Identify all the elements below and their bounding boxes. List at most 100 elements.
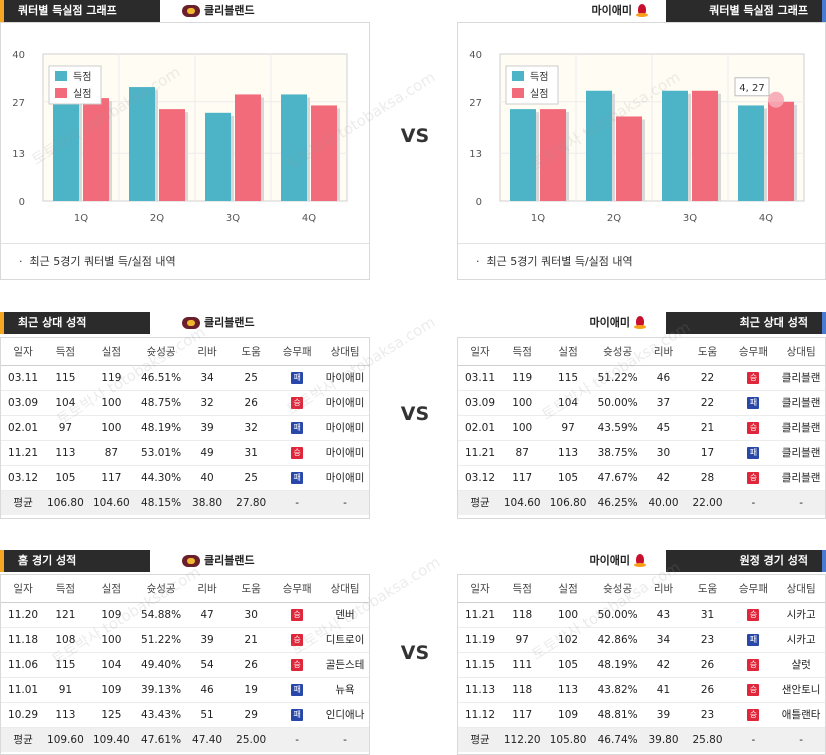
left-recent-title: 최근 상대 성적 [0, 312, 150, 334]
hover-marker [768, 91, 784, 108]
column-header: 실점 [542, 338, 594, 366]
table-cell: 49 [184, 440, 230, 466]
table-cell: 91 [45, 677, 86, 703]
table-cell: 11.01 [1, 677, 46, 703]
score-bar [586, 90, 612, 201]
table-row: 02.01 100 97 43.59% 45 21 승 클리블랜 [458, 415, 825, 441]
result-cell: 승 [729, 365, 778, 391]
vs-label-3: VS [400, 642, 430, 664]
table-cell: 21 [685, 415, 730, 441]
result-cell: 패 [273, 702, 322, 728]
table-cell: 21 [229, 627, 274, 653]
table-cell: 104 [45, 390, 86, 416]
table-cell: 인디애나 [321, 702, 369, 728]
left-home-table-box: 일자 득점 실점 슛성공 리바 도움 승무패 상대팀 11.20 121 109 54.88% 47 30… [0, 574, 370, 755]
left-chart-box: 0 13 27 40 1Q 2Q 3Q 4Q 득점 실점 · 최근 5경기 쿼터별 득/실점 내역 [0, 22, 370, 280]
table-cell: 애틀랜타 [777, 702, 825, 728]
y-tick-label: 27 [469, 98, 482, 109]
table-cell: 43.59% [593, 415, 642, 441]
column-header: 득점 [502, 338, 543, 366]
result-cell: 승 [729, 465, 778, 491]
table-cell: 97 [45, 415, 86, 441]
legend-label: 실점 [530, 88, 548, 100]
table-cell: 11.21 [458, 602, 503, 628]
column-header: 슛성공 [137, 338, 185, 366]
table-cell: 26 [229, 652, 274, 678]
table-row: 03.09 104 100 48.75% 32 26 승 마이애미 [1, 390, 369, 416]
table-cell: 109 [542, 702, 594, 728]
table-cell: 클리블랜 [777, 465, 825, 491]
y-tick-label: 40 [12, 50, 25, 61]
table-cell: 42.86% [593, 627, 642, 653]
right-away-team: 마이애미 [590, 550, 646, 572]
column-header: 슛성공 [593, 575, 642, 603]
column-header: 승무패 [273, 575, 322, 603]
table-cell: 31 [229, 440, 274, 466]
table-row: 11.18 108 100 51.22% 39 21 승 디트로이 [1, 627, 369, 653]
win-badge: 승 [747, 709, 760, 721]
table-cell: 111 [502, 652, 543, 678]
table-cell: 117 [502, 702, 543, 728]
table-cell: 54 [184, 652, 230, 678]
table-cell: 50.00% [593, 602, 642, 628]
table-cell: 119 [502, 365, 543, 391]
win-badge: 승 [747, 372, 760, 384]
result-cell: 승 [729, 415, 778, 441]
heat-logo-icon [634, 316, 646, 330]
table-cell: 105 [542, 465, 594, 491]
result-cell: 패 [273, 465, 322, 491]
column-header: 일자 [1, 575, 46, 603]
left-recent-team: 클리블랜드 [182, 312, 255, 334]
right-chart-title: 쿼터별 득실점 그래프 [666, 0, 826, 22]
score-bar [662, 90, 688, 201]
average-cell: 평균 [1, 490, 46, 515]
column-header: 승무패 [273, 338, 322, 366]
cavaliers-logo-icon [182, 317, 200, 329]
y-tick-label: 13 [469, 149, 482, 160]
table-cell: 11.20 [1, 602, 46, 628]
table-cell: 118 [502, 677, 543, 703]
table-cell: 25 [229, 365, 274, 391]
average-cell: 112.20 [502, 727, 543, 752]
table-cell: 마이애미 [321, 465, 369, 491]
table-row: 11.13 118 113 43.82% 41 26 승 샌안토니 [458, 677, 825, 703]
table-cell: 23 [685, 702, 730, 728]
table-cell: 32 [229, 415, 274, 441]
table-cell: 32 [184, 390, 230, 416]
table-cell: 클리블랜 [777, 365, 825, 391]
table-cell: 117 [502, 465, 543, 491]
table-cell: 클리블랜 [777, 440, 825, 466]
right-chart-box: 0 13 27 40 1Q 2Q 3Q 4Q 득점 실점 4, 27 · 최근 5경기 쿼터별 득/… [457, 22, 826, 280]
table-cell: 125 [85, 702, 138, 728]
x-tick-label: 1Q [74, 213, 88, 224]
right-recent-header: 최근 상대 성적 마이애미 [457, 312, 826, 334]
right-away-team-name: 마이애미 [589, 554, 630, 567]
table-cell: 119 [85, 365, 138, 391]
result-cell: 패 [729, 627, 778, 653]
average-cell: 27.80 [229, 490, 274, 515]
table-row: 11.21 118 100 50.00% 43 31 승 시카고 [458, 602, 825, 628]
left-chart-footnote-text: 최근 5경기 쿼터별 득/실점 내역 [29, 255, 176, 268]
win-badge: 승 [747, 609, 760, 621]
table-row: 10.29 113 125 43.43% 51 29 패 인디애나 [1, 702, 369, 728]
right-chart-team-name: 마이애미 [591, 4, 632, 17]
average-cell: - [273, 727, 322, 752]
table-cell: 42 [641, 652, 686, 678]
result-cell: 패 [273, 415, 322, 441]
table-cell: 48.81% [593, 702, 642, 728]
win-badge: 승 [291, 659, 304, 671]
right-recent-table-box: 일자 득점 실점 슛성공 리바 도움 승무패 상대팀 03.11 119 115 51.22% 46 22… [457, 337, 826, 519]
vs-label-1: VS [400, 125, 430, 147]
average-cell: 25.80 [685, 727, 730, 752]
win-badge: 승 [747, 684, 760, 696]
left-home-team-name: 클리블랜드 [204, 554, 255, 567]
result-cell: 승 [273, 440, 322, 466]
result-cell: 승 [273, 390, 322, 416]
column-header: 실점 [85, 338, 138, 366]
table-row: 11.01 91 109 39.13% 46 19 패 뉴욕 [1, 677, 369, 703]
average-cell: - [321, 727, 369, 752]
left-home-table: 일자 득점 실점 슛성공 리바 도움 승무패 상대팀 11.20 121 109 54.88% 47 30… [1, 575, 369, 752]
column-header: 득점 [45, 338, 86, 366]
table-cell: 19 [229, 677, 274, 703]
